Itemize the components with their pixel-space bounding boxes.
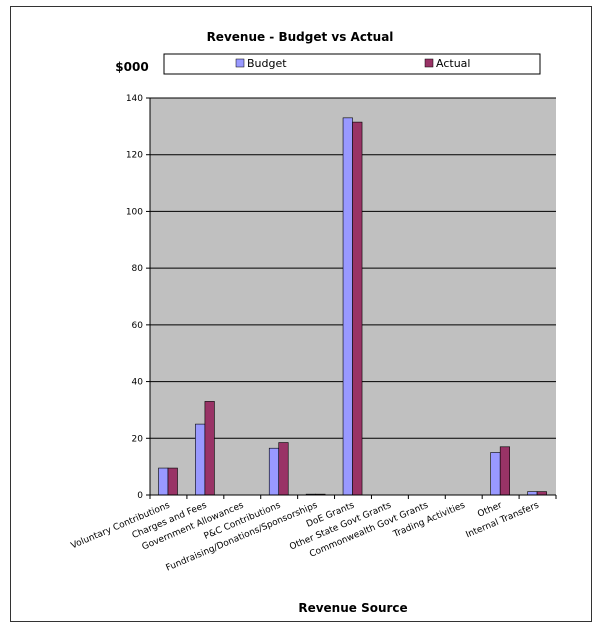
y-tick-label: 140	[126, 94, 143, 104]
y-axis-title: $000	[115, 60, 148, 74]
legend-swatch-actual	[424, 58, 434, 68]
bar-actual-10	[536, 491, 547, 496]
legend-swatch-budget	[235, 58, 245, 68]
bar-budget-3	[268, 447, 280, 496]
y-tick-label: 120	[126, 151, 143, 161]
bar-actual-5	[352, 121, 363, 496]
bar-budget-0	[158, 467, 169, 496]
y-tick-label: 100	[126, 207, 143, 217]
legend-label-actual: Actual	[436, 57, 470, 70]
legend-box	[163, 53, 541, 75]
bar-actual-9	[499, 446, 510, 496]
y-axis-ticks: 0 20 40 60 80 100 120 140	[126, 94, 150, 501]
legend-label-budget: Budget	[247, 57, 287, 70]
bar-actual-1	[204, 401, 215, 496]
bar-budget-5	[342, 117, 353, 496]
x-tick-label: Internal Transfers	[464, 500, 540, 540]
bar-budget-9	[490, 452, 501, 496]
bar-actual-0	[167, 467, 178, 496]
x-axis-title: Revenue Source	[298, 601, 407, 615]
y-tick-label: 80	[132, 264, 144, 274]
chart-title: Revenue - Budget vs Actual	[207, 30, 394, 44]
bar-actual-3	[278, 442, 289, 496]
y-tick-label: 60	[132, 321, 144, 331]
y-tick-label: 20	[132, 434, 144, 444]
legend: Budget Actual	[163, 53, 541, 75]
y-tick-label: 0	[137, 491, 143, 501]
y-tick-label: 40	[132, 378, 144, 388]
bar-budget-1	[195, 423, 206, 496]
bar-budget-10	[527, 491, 538, 496]
